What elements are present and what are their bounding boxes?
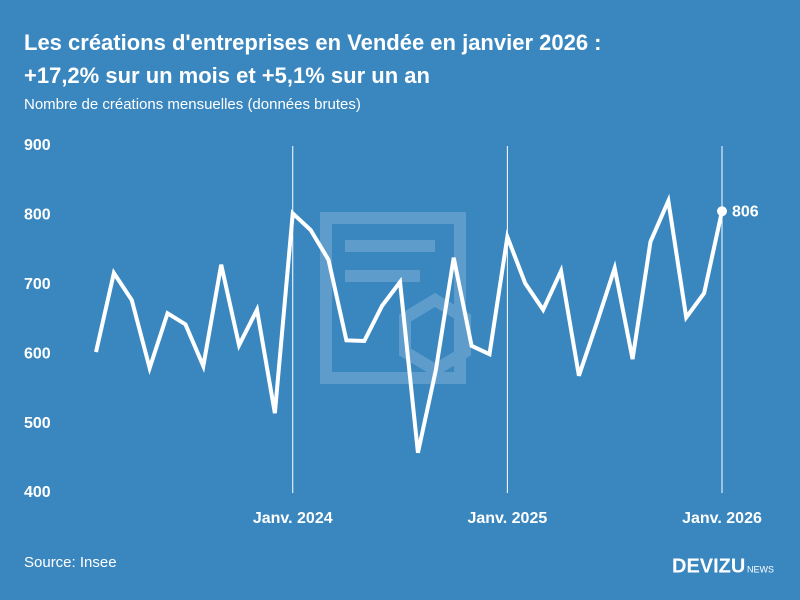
brand: DEVIZU [672, 555, 745, 577]
y-tick-label: 700 [24, 276, 51, 293]
brand-suffix: NEWS [747, 564, 774, 574]
line-series [94, 193, 724, 454]
y-tick-label: 900 [24, 137, 51, 154]
x-tick-label: Janv. 2025 [467, 510, 547, 527]
chart-title: Les créations d'entreprises en Vendée en… [24, 30, 602, 55]
y-tick-label: 800 [24, 207, 51, 224]
x-tick-label: Janv. 2026 [682, 510, 762, 527]
chart-title-line2: +17,2% sur un mois et +5,1% sur un an [24, 63, 430, 88]
y-tick-label: 500 [24, 415, 51, 432]
y-tick-label: 400 [24, 484, 51, 501]
value-label: 806 [732, 203, 759, 220]
x-tick-label: Janv. 2024 [253, 510, 333, 527]
chart-subtitle: Nombre de créations mensuelles (données … [24, 96, 361, 113]
y-tick-label: 600 [24, 345, 51, 362]
point [717, 206, 727, 217]
source: Source: Insee [24, 554, 117, 571]
